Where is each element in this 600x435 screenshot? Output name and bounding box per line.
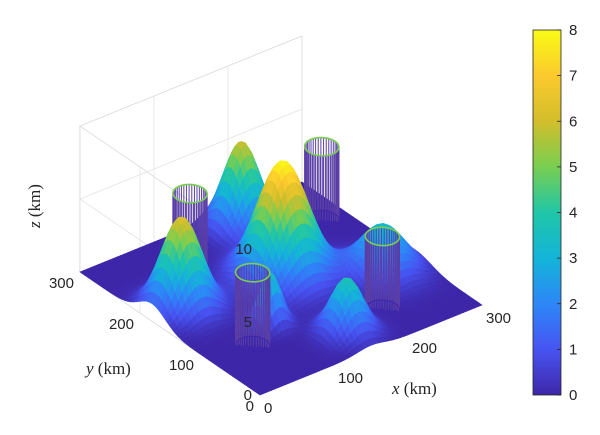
colorbar: 0 1 2 3 4 5 6 7 8 — [532, 22, 577, 404]
z-axis-label: z (km) — [25, 184, 44, 229]
y-tick-label: 300 — [49, 275, 74, 292]
z-tick-label: 0 — [244, 387, 252, 404]
colorbar-tick-label: 5 — [569, 159, 577, 176]
cylinder-top-rim — [364, 226, 401, 247]
cylinder-top-rim — [234, 262, 271, 283]
y-tick-label: 200 — [109, 316, 134, 333]
x-tick-label: 0 — [264, 400, 272, 417]
x-axis-label-var: x — [391, 379, 400, 398]
obstacle-cylinder — [303, 136, 340, 230]
y-tick-label: 100 — [169, 357, 194, 374]
terrain-surface — [79, 136, 483, 396]
z-tick-label: 5 — [244, 314, 252, 331]
axis-ticks: 0 100 200 300 0 100 200 300 0 5 10 — [49, 241, 511, 417]
y-axis-label-unit: (km) — [98, 359, 131, 378]
z-axis-label-var: z — [25, 221, 44, 229]
cylinder-top-rim — [303, 136, 340, 157]
grid-line-z-wall-xz — [79, 108, 303, 200]
colorbar-tick-label: 0 — [569, 387, 577, 404]
obstacle-cylinder — [364, 226, 401, 319]
colorbar-tick-label: 8 — [569, 22, 577, 39]
surface-cell — [256, 391, 265, 396]
colorbar-tick-label: 3 — [569, 250, 577, 267]
z-tick-label: 10 — [235, 241, 252, 258]
y-axis-label: y (km) — [84, 359, 131, 378]
colorbar-tick-label: 2 — [569, 296, 577, 313]
colorbar-tick-label: 1 — [569, 341, 577, 358]
y-tick-label: 0 — [246, 398, 254, 415]
z-axis-label-unit: (km) — [25, 184, 44, 217]
x-tick-label: 300 — [486, 310, 511, 327]
cylinder-top-rim — [172, 183, 208, 204]
colorbar-gradient — [532, 29, 562, 396]
x-axis-label-unit: (km) — [404, 379, 437, 398]
y-axis-label-var: y — [84, 359, 94, 378]
obstacle-cylinder — [234, 262, 271, 356]
x-tick-label: 100 — [338, 370, 363, 387]
colorbar-tick-label: 6 — [569, 113, 577, 130]
colorbar-tick-label: 7 — [569, 68, 577, 85]
colorbar-tick-label: 4 — [569, 205, 577, 222]
x-axis-label: x (km) — [391, 379, 437, 398]
x-tick-label: 200 — [412, 340, 437, 357]
